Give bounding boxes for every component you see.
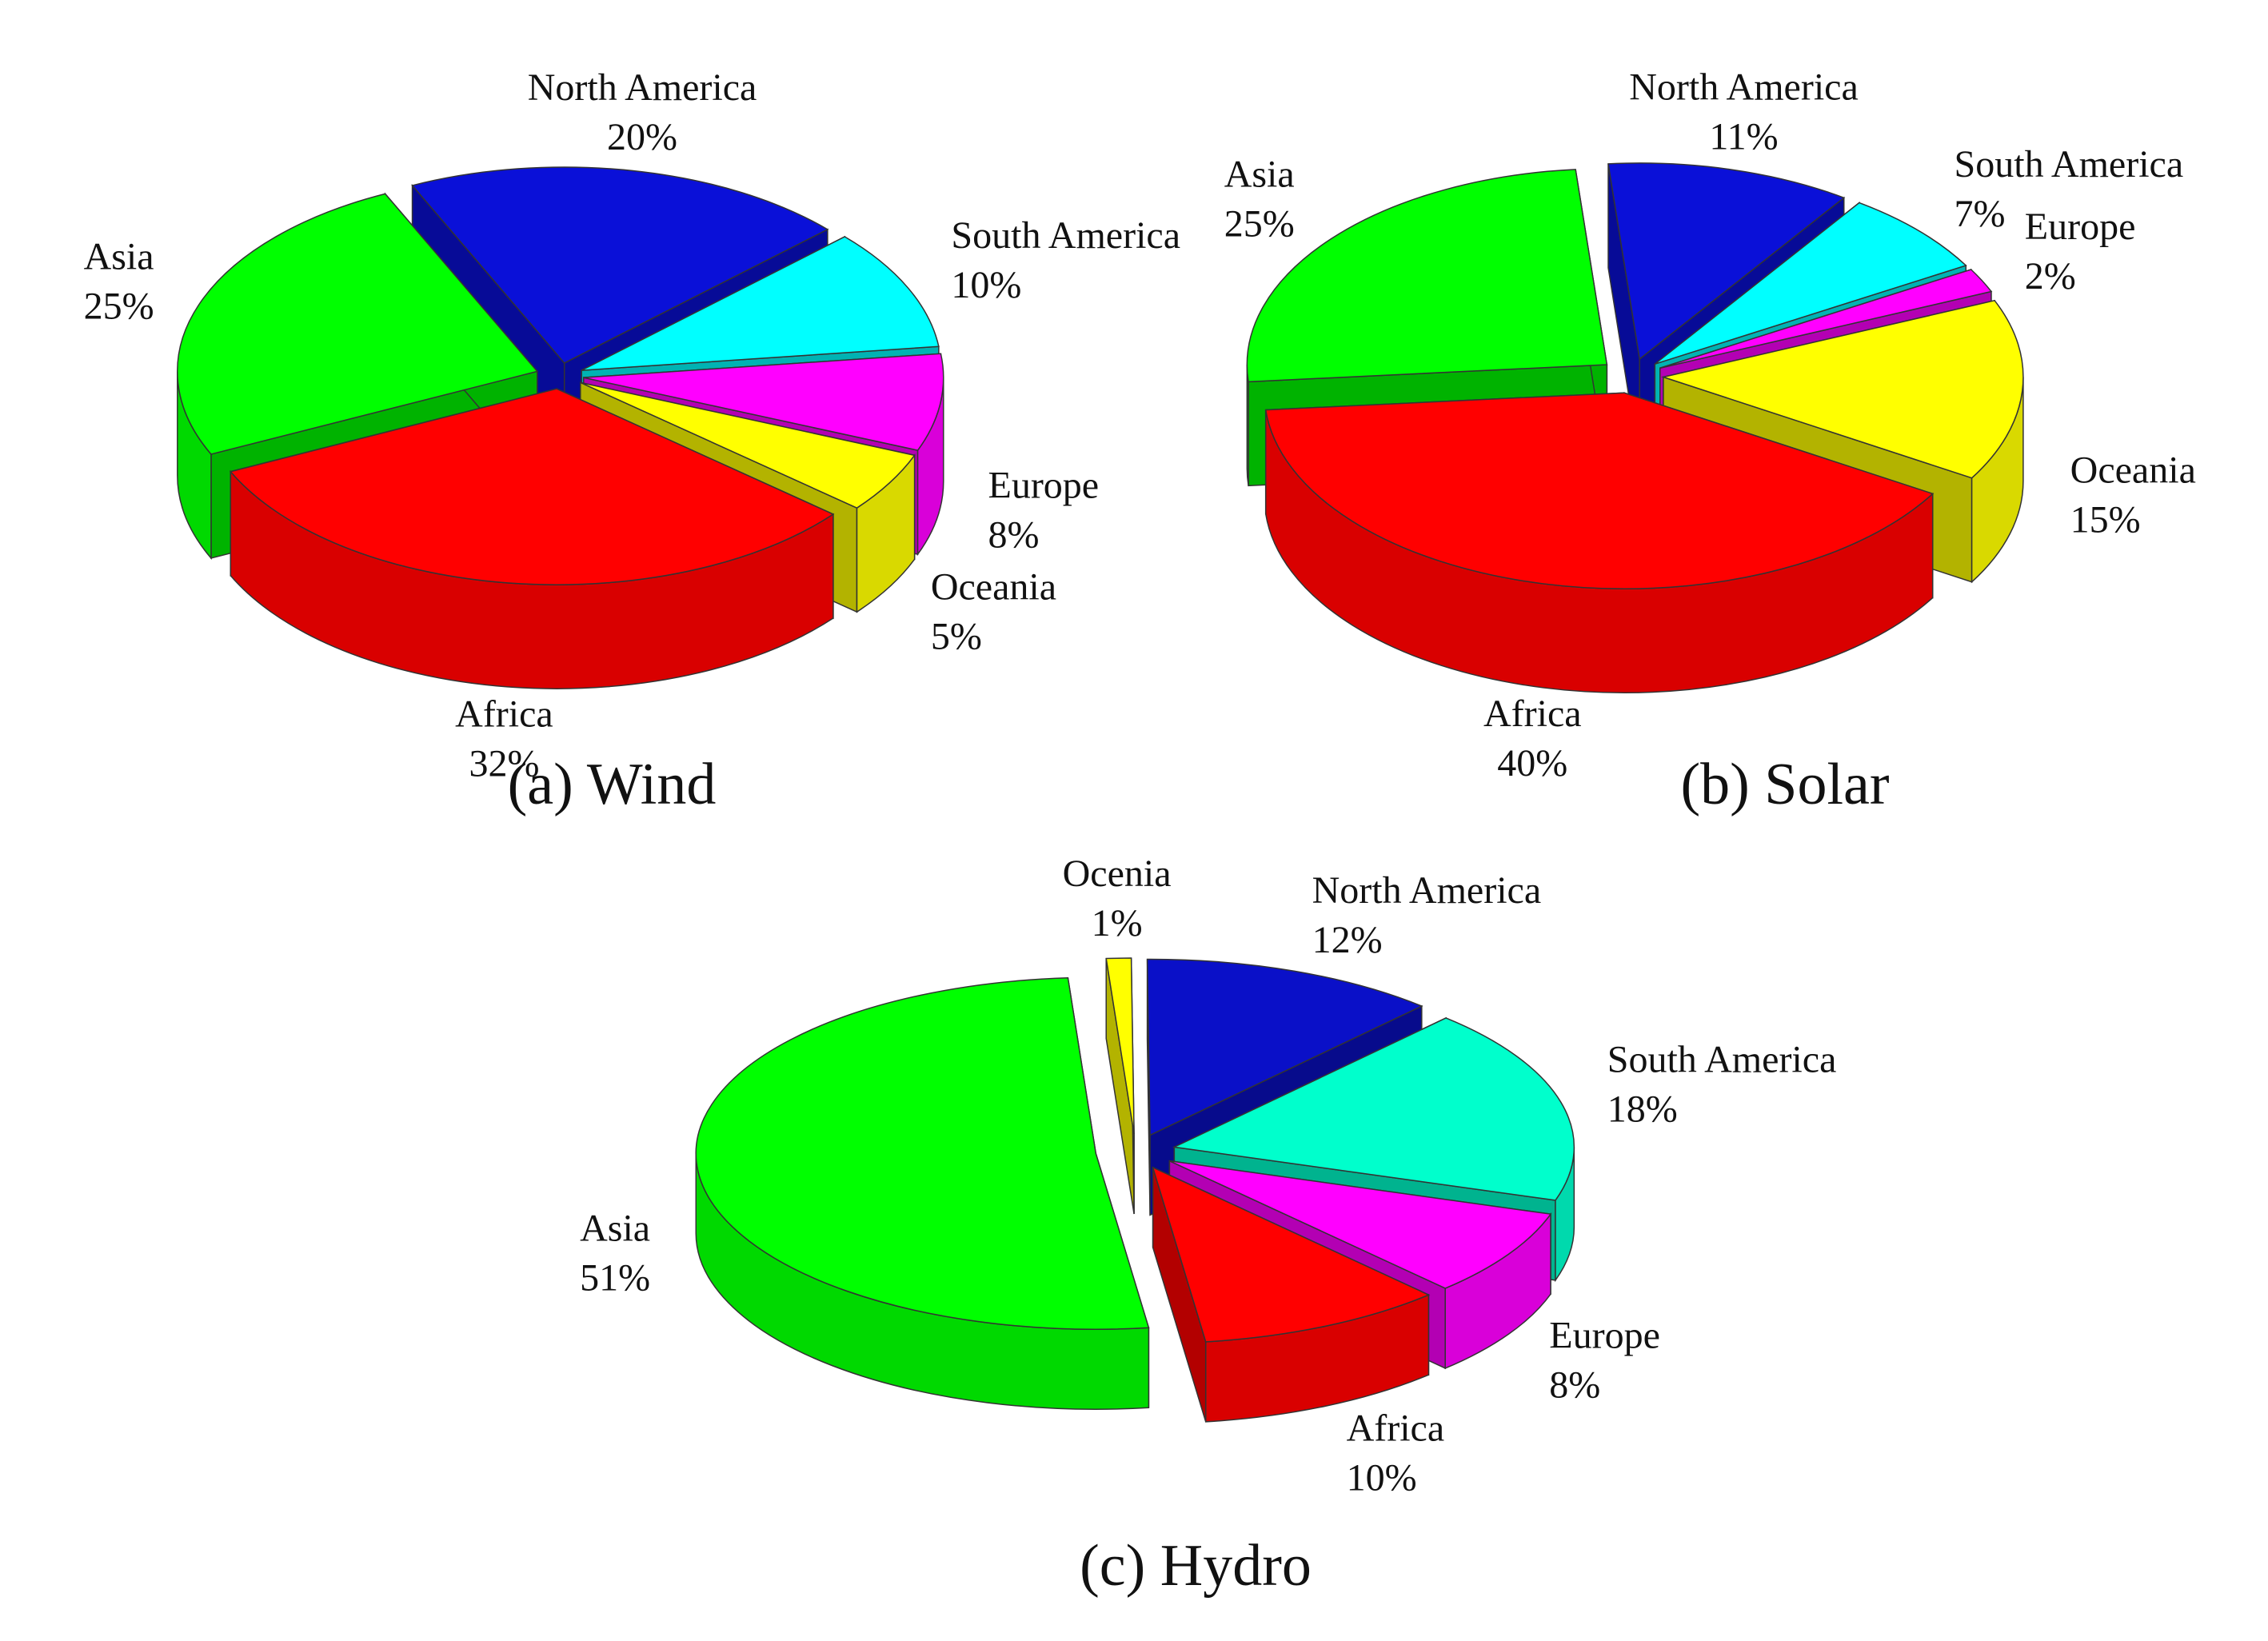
slice-label: Oceania — [2070, 449, 2196, 491]
slice-top — [177, 193, 539, 455]
slice-label: Ocenia — [1063, 852, 1172, 895]
slice-value-label: 1% — [1092, 902, 1143, 944]
slice-value-label: 15% — [2070, 498, 2141, 541]
slice-value-label: 40% — [1497, 742, 1567, 785]
slice — [1105, 957, 1135, 1215]
slice-top — [1172, 1017, 1575, 1201]
slice-value-label: 8% — [1549, 1364, 1600, 1406]
slice-label: North America — [1312, 869, 1542, 912]
slice-top — [411, 166, 829, 364]
chart-title: (b) Solar — [1681, 752, 1890, 817]
chart-title: (a) Wind — [508, 752, 717, 817]
slice-value-label: 10% — [951, 264, 1021, 306]
slice-label: Europe — [1549, 1314, 1660, 1356]
slice-top — [1246, 169, 1608, 383]
slice-value-label: 51% — [580, 1257, 650, 1300]
slice-wall — [1246, 365, 1249, 486]
pie-chart: North America 11% South America 7% Europe 2% O… — [1224, 66, 2196, 817]
slice-label: Europe — [988, 465, 1100, 507]
slice-value-label: 12% — [1312, 919, 1383, 961]
slice — [695, 976, 1150, 1410]
slice-value-label: 25% — [1224, 203, 1295, 246]
slice-label: Asia — [84, 236, 154, 278]
slice-top — [580, 381, 916, 509]
slice-label: Africa — [1347, 1407, 1445, 1449]
slice-value-label: 25% — [84, 285, 154, 328]
slice-value-label: 11% — [1709, 115, 1778, 158]
slice-label: Africa — [455, 693, 553, 736]
slice — [229, 388, 835, 689]
slice-top — [581, 236, 940, 371]
slice-label: South America — [1955, 143, 2184, 186]
slice-top — [1152, 1166, 1431, 1343]
slice-label: North America — [1629, 66, 1859, 108]
slice — [1264, 392, 1935, 693]
slice-top — [1654, 202, 1967, 365]
slice — [1152, 1166, 1431, 1423]
slice-label: Europe — [2025, 206, 2136, 248]
pie-chart: North America 20% South America 10% Europe 8%… — [84, 66, 1180, 817]
slice-label: Oceania — [931, 566, 1056, 609]
slice-value-label: 5% — [931, 616, 982, 658]
slice-value-label: 18% — [1607, 1088, 1678, 1130]
slice-top — [1659, 269, 1993, 369]
slice-value-label: 20% — [607, 116, 677, 158]
slice-label: South America — [951, 214, 1180, 257]
slice-top — [1105, 957, 1135, 1135]
slice-label: Asia — [1224, 154, 1295, 196]
slice-top — [1146, 958, 1423, 1136]
slice-label: South America — [1607, 1038, 1837, 1080]
chart-title: (c) Hydro — [1080, 1533, 1312, 1599]
slice-top — [1661, 299, 2024, 479]
slice-top — [695, 976, 1150, 1330]
slice-value-label: 7% — [1955, 193, 2006, 235]
slice-top — [1169, 1160, 1552, 1289]
pie-chart: Ocenia 1% North America 12% South America 18%… — [580, 852, 1836, 1599]
slice-top — [1607, 162, 1846, 361]
slice-value-label: 2% — [2025, 255, 2076, 297]
slice-label: Asia — [580, 1208, 650, 1250]
slice-label: Africa — [1483, 693, 1582, 735]
slice-top — [583, 353, 944, 451]
slice-value-label: 32% — [469, 743, 539, 785]
slice-value-label: 8% — [988, 514, 1040, 557]
slice-value-label: 10% — [1347, 1456, 1417, 1499]
slice-label: North America — [528, 66, 757, 109]
slice-top — [1264, 392, 1935, 589]
slice-top — [229, 388, 835, 585]
